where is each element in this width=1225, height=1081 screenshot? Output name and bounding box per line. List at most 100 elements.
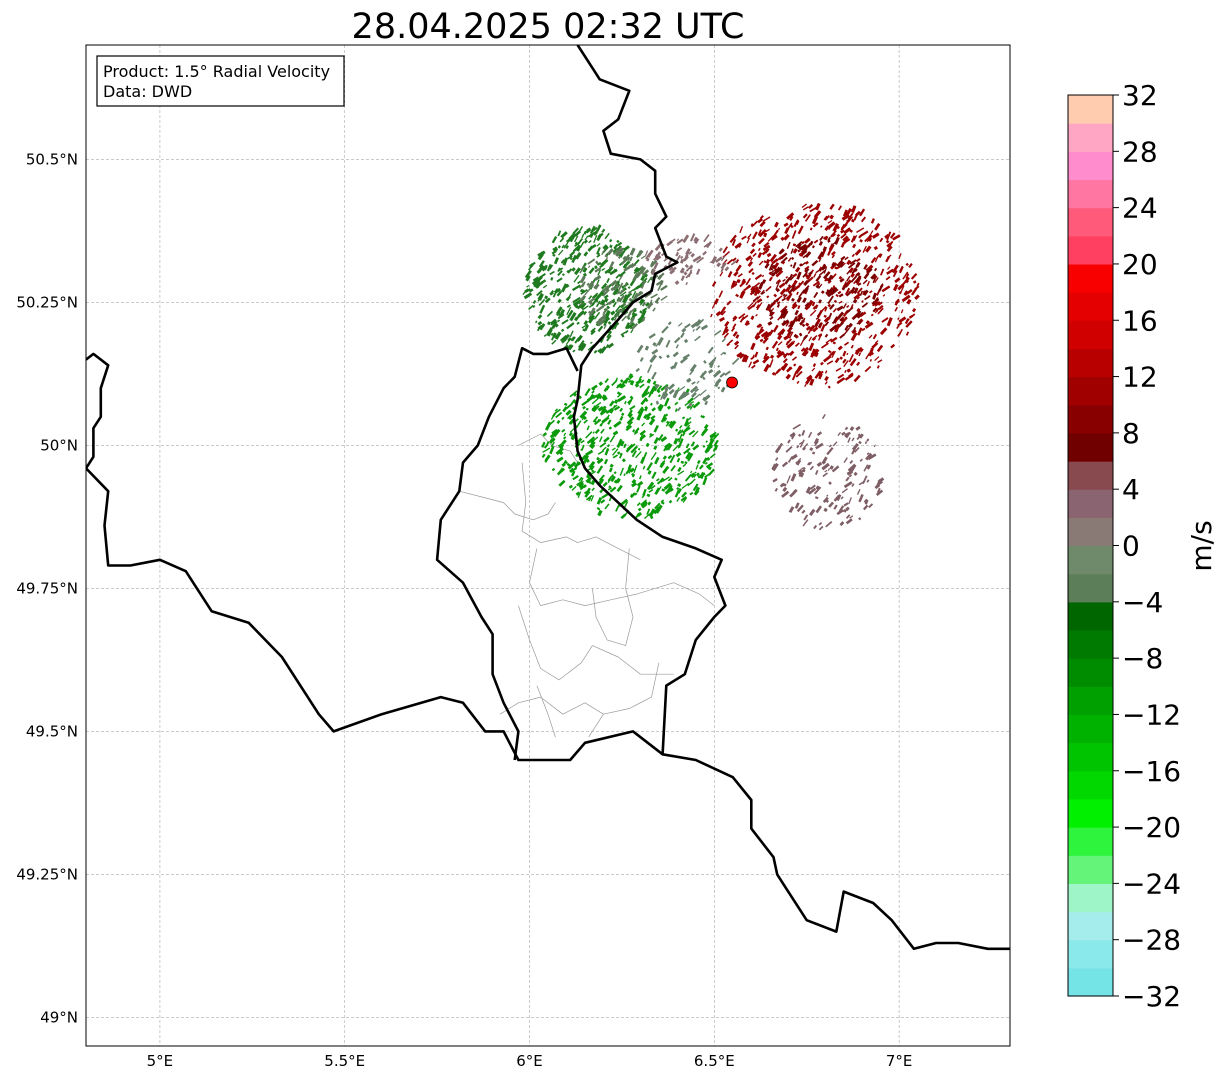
- echo-pixel: [824, 321, 830, 327]
- echo-pixel: [689, 403, 695, 410]
- echo-pixel: [620, 291, 627, 297]
- echo-pixel: [601, 267, 606, 272]
- echo-pixel: [781, 308, 788, 317]
- echo-pixel: [690, 470, 693, 474]
- echo-pixel: [535, 320, 538, 324]
- echo-pixel: [596, 279, 600, 285]
- colorbar-tick-label: 28: [1122, 135, 1158, 168]
- echo-pixel: [674, 336, 681, 344]
- echo-pixel: [828, 501, 834, 508]
- echo-pixel: [801, 350, 808, 357]
- echo-pixel: [680, 460, 685, 464]
- echo-pixel: [815, 316, 820, 320]
- echo-pixel: [641, 422, 646, 427]
- echo-pixel: [642, 488, 647, 497]
- echo-pixel: [811, 259, 819, 267]
- echo-pixel: [619, 415, 624, 421]
- echo-pixel: [605, 257, 609, 261]
- echo-pixel: [765, 258, 771, 265]
- colorbar-tick-label: −8: [1122, 642, 1163, 675]
- echo-pixel: [545, 441, 550, 447]
- echo-pixel: [602, 308, 608, 314]
- echo-pixel: [592, 230, 599, 236]
- echo-pixel: [760, 289, 765, 295]
- echo-pixel: [663, 444, 669, 452]
- echo-pixel: [688, 429, 696, 436]
- info-source-line: Data: DWD: [103, 82, 192, 101]
- echo-pixel: [588, 310, 591, 314]
- echo-pixel: [798, 469, 804, 476]
- echo-pixel: [573, 392, 577, 397]
- echo-pixel: [780, 305, 788, 313]
- echo-pixel: [677, 483, 682, 488]
- echo-pixel: [604, 254, 609, 258]
- echo-pixel: [756, 328, 765, 336]
- echo-pixel: [685, 281, 688, 286]
- echo-pixel: [769, 253, 777, 263]
- echo-pixel: [629, 405, 636, 411]
- echo-pixel: [757, 252, 763, 259]
- echo-pixel: [633, 431, 639, 436]
- echo-pixel: [601, 446, 607, 452]
- echo-pixel: [597, 418, 601, 422]
- echo-pixel: [644, 406, 648, 412]
- echo-pixel: [829, 465, 834, 470]
- echo-pixel: [830, 336, 838, 343]
- echo-pixel: [558, 458, 562, 462]
- echo-pixel: [796, 291, 799, 296]
- echo-pixel: [617, 255, 622, 259]
- echo-pixel: [837, 431, 842, 437]
- echo-pixel: [680, 429, 684, 433]
- echo-pixel: [654, 253, 659, 259]
- echo-pixel: [599, 442, 607, 448]
- echo-pixel: [681, 270, 685, 274]
- map-area[interactable]: [85, 44, 1011, 1047]
- echo-pixel: [567, 255, 573, 260]
- echo-pixel: [639, 357, 644, 362]
- echo-pixel: [781, 260, 786, 265]
- echo-pixel: [716, 262, 722, 268]
- echo-pixel: [877, 359, 883, 364]
- echo-pixel: [658, 355, 663, 360]
- echo-pixel: [620, 379, 624, 383]
- colorbar-tick-label: 32: [1122, 79, 1158, 112]
- echo-pixel: [870, 218, 875, 224]
- echo-pixel: [713, 439, 719, 447]
- echo-pixel: [589, 226, 598, 234]
- echo-pixel: [685, 264, 693, 272]
- echo-pixel: [580, 302, 587, 310]
- echo-pixel: [528, 304, 534, 311]
- echo-pixel: [667, 454, 673, 460]
- echo-pixel: [640, 379, 645, 384]
- colorbar-tick-label: −16: [1122, 755, 1181, 788]
- echo-pixel: [754, 273, 763, 281]
- echo-pixel: [763, 232, 768, 238]
- echo-pixel: [826, 446, 834, 456]
- echo-pixel: [559, 445, 564, 450]
- echo-pixel: [757, 229, 762, 236]
- colorbar-tick-label: 24: [1122, 192, 1158, 225]
- echo-pixel: [747, 302, 754, 309]
- colorbar-swatches: [1068, 95, 1113, 997]
- echo-pixel: [683, 420, 690, 427]
- echo-pixel: [864, 321, 874, 329]
- lon-tick-label: 5°E: [147, 1052, 174, 1070]
- echo-pixel: [588, 267, 595, 275]
- echo-pixel: [813, 486, 822, 495]
- echo-pixel: [808, 204, 814, 209]
- echo-pixel: [702, 250, 707, 256]
- echo-pixel: [610, 286, 616, 292]
- echo-pixel: [683, 271, 688, 276]
- echo-pixel: [783, 352, 789, 359]
- echo-pixel: [874, 222, 881, 231]
- echo-pixel: [822, 456, 828, 463]
- echo-pixel: [566, 322, 575, 330]
- echo-pixel: [604, 232, 610, 240]
- echo-pixel: [639, 434, 646, 441]
- echo-pixel: [679, 424, 683, 429]
- echo-pixel: [839, 333, 845, 339]
- echo-pixel: [857, 320, 862, 326]
- echo-pixel: [585, 458, 590, 463]
- echo-pixel: [616, 290, 621, 295]
- echo-pixel: [682, 353, 690, 360]
